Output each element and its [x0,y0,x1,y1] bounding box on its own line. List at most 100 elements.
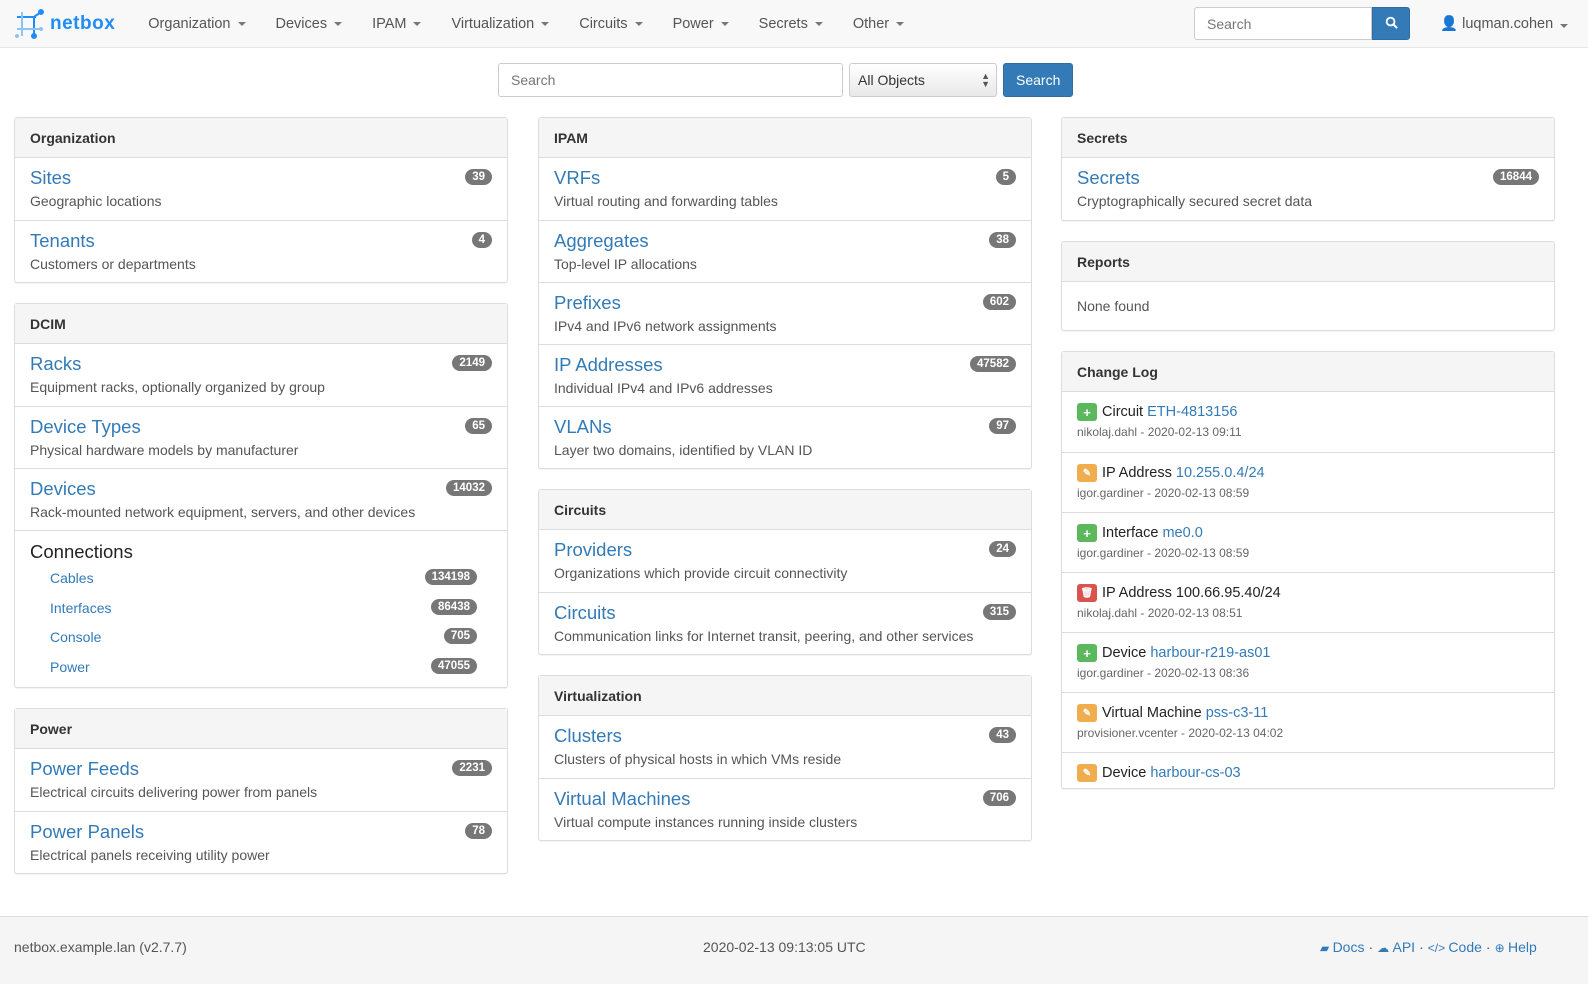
link-power[interactable]: Power [50,658,90,675]
link-devices[interactable]: Devices [30,478,96,499]
object-link[interactable]: ETH-4813156 [1147,404,1238,420]
footer-link-docs[interactable]: ▰ Docs [1320,939,1364,955]
list-item-racks: Racks Equipment racks, optionally organiz… [15,344,507,406]
item-description: Layer two domains, identified by VLAN ID [554,442,813,458]
count-badge: 14032 [446,480,492,496]
user-menu[interactable]: 👤 luqman.cohen [1440,15,1569,32]
footer: netbox.example.lan (v2.7.7) 2020-02-13 0… [0,916,1588,984]
link-prefixes[interactable]: Prefixes [554,292,621,313]
search-button[interactable]: Search [1003,63,1074,97]
nav-label: Circuits [579,15,628,32]
list-item-aggregates: Aggregates Top-level IP allocations 38 [539,220,1031,282]
nav-search-input[interactable] [1194,7,1372,40]
brand-logo[interactable]: netbox [14,8,116,39]
object-type: Interface [1102,525,1159,541]
footer-link-help[interactable]: ⊕ Help [1495,939,1537,955]
link-vlans[interactable]: VLANs [554,416,612,437]
caret-down-icon [634,21,643,26]
netbox-logo-icon [15,8,44,39]
link-tenants[interactable]: Tenants [30,230,95,251]
list-item-prefixes: Prefixes IPv4 and IPv6 network assignment… [539,282,1031,344]
change-log-list[interactable]: + Circuit ETH-4813156 nikolaj.dahl - 2020-… [1062,392,1554,788]
count-badge: 134198 [424,569,477,585]
link-sites[interactable]: Sites [30,167,72,188]
count-badge: 2231 [452,760,492,776]
object-link[interactable]: pss-c3-11 [1205,705,1269,721]
item-description: Organizations which provide circuit conn… [554,565,848,581]
nav-label: Power [672,15,714,32]
item-description: Electrical panels receiving utility powe… [30,847,270,863]
footer-link-api[interactable]: ☁ API [1377,939,1415,955]
object-link[interactable]: 10.255.0.4/24 [1175,465,1265,481]
link-virtual-machines[interactable]: Virtual Machines [554,788,691,809]
list-item-devices: Devices Rack-mounted network equipment, s… [15,468,507,530]
list-item-circuits: Circuits Communication links for Internet… [539,592,1031,654]
object-name: 100.66.95.40/24 [1175,585,1281,601]
lifebuoy-icon: ⊕ [1494,941,1508,955]
caret-down-icon [896,21,905,26]
update-icon: ✎ [1077,464,1097,482]
panel-list: Power Feeds Electrical circuits deliverin… [15,749,507,873]
item-description: Physical hardware models by manufacturer [30,442,299,458]
nav-ipam[interactable]: IPAM [357,0,436,48]
nav-power[interactable]: Power [658,0,744,48]
item-description: Electrical circuits delivering power fro… [30,784,318,800]
empty-message: None found [1077,298,1150,314]
footer-link-code[interactable]: </> Code [1428,939,1482,955]
link-circuits[interactable]: Circuits [554,602,616,623]
list-item-power-panels: Power Panels Electrical panels receiving … [15,811,507,873]
link-console[interactable]: Console [50,629,102,645]
list-item-power-feeds: Power Feeds Electrical circuits deliverin… [15,749,507,811]
object-link[interactable]: harbour-cs-03 [1150,765,1241,781]
separator: · [1485,939,1491,955]
change-log-entry: 🗑 IP Address 100.66.95.40/24 nikolaj.dahl … [1062,572,1554,632]
link-providers[interactable]: Providers [554,539,633,560]
link-secrets[interactable]: Secrets [1077,167,1140,188]
nav-devices[interactable]: Devices [261,0,358,48]
count-badge: 602 [982,294,1016,310]
item-description: Individual IPv4 and IPv6 addresses [554,380,773,396]
object-link[interactable]: me0.0 [1162,525,1203,541]
link-cables[interactable]: Cables [50,570,94,586]
list-item-device-types: Device Types Physical hardware models by … [15,406,507,468]
create-icon: + [1077,524,1097,542]
footer-timestamp: 2020-02-13 09:13:05 UTC [703,939,866,955]
link-aggregates[interactable]: Aggregates [554,230,649,251]
caret-down-icon [720,21,729,26]
link-interfaces[interactable]: Interfaces [50,599,112,616]
footer-link-label: Docs [1332,939,1365,955]
change-summary: 🗑 IP Address 100.66.95.40/24 [1077,584,1539,602]
list-item-ip-addresses: IP Addresses Individual IPv4 and IPv6 add… [539,344,1031,406]
nav-secrets[interactable]: Secrets [744,0,838,48]
link-vrfs[interactable]: VRFs [554,167,601,188]
item-description: Virtual routing and forwarding tables [554,193,778,209]
link-racks[interactable]: Racks [30,353,82,374]
object-type-select[interactable]: All Objects ▲ ▼ [849,63,997,97]
item-description: Communication links for Internet transit… [554,628,974,644]
count-badge: 4 [471,232,492,248]
link-power-panels[interactable]: Power Panels [30,821,145,842]
link-ip-addresses[interactable]: IP Addresses [554,354,663,375]
change-summary: ✎ IP Address 10.255.0.4/24 [1077,464,1539,482]
object-link[interactable]: harbour-r219-as01 [1150,645,1271,661]
caret-down-icon [1560,24,1569,28]
global-search: All Objects ▲▼ Search [498,63,1074,97]
nav-organization[interactable]: Organization [133,0,260,48]
nav-other[interactable]: Other [838,0,919,48]
brand-name: netbox [50,12,116,34]
change-meta: igor.gardiner - 2020-02-13 08:59 [1077,486,1250,500]
count-badge: 78 [465,823,492,839]
change-meta: igor.gardiner - 2020-02-13 08:36 [1077,666,1250,680]
item-description: Top-level IP allocations [554,256,697,272]
change-meta: nikolaj.dahl - 2020-02-13 08:51 [1077,606,1243,620]
list-item-secrets: Secrets Cryptographically secured secret … [1062,158,1554,220]
nav-search-button[interactable] [1372,7,1410,40]
link-device-types[interactable]: Device Types [30,416,141,437]
link-power-feeds[interactable]: Power Feeds [30,758,139,779]
search-input[interactable] [498,63,843,97]
footer-hostname: netbox.example.lan (v2.7.7) [14,939,187,955]
link-clusters[interactable]: Clusters [554,725,622,746]
username: luqman.cohen [1462,16,1554,32]
nav-virtualization[interactable]: Virtualization [436,0,564,48]
nav-circuits[interactable]: Circuits [564,0,657,48]
